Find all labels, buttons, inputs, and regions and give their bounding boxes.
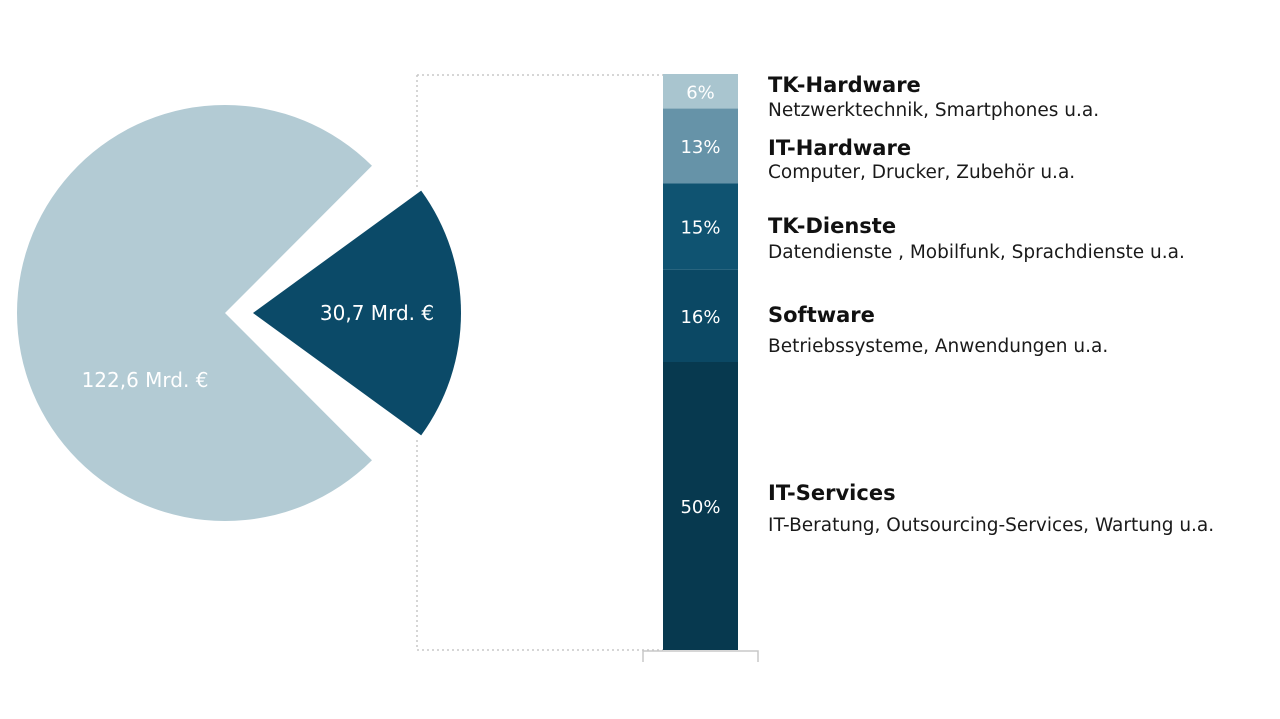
category-subtitle: Betriebssysteme, Anwendungen u.a. — [768, 336, 1108, 357]
connector-lines — [416, 74, 759, 662]
category-title: TK-Hardware — [768, 73, 921, 97]
bar-segment-percent: 16% — [680, 307, 720, 328]
bar-segment — [663, 108, 738, 184]
bar-segment — [663, 183, 738, 270]
stacked-bar: 6% 13% 15% 16% 50% — [663, 74, 738, 650]
bar-segment-percent: 6% — [686, 82, 715, 103]
pie-slice-small — [253, 190, 462, 436]
pie-chart: 122,6 Mrd. € 30,7 Mrd. € — [17, 104, 462, 521]
bar-segment-percent: 13% — [680, 137, 720, 158]
bar-segment-percent: 50% — [680, 497, 720, 518]
bar-bracket — [642, 650, 759, 662]
category-labels: TK-Hardware Netzwerktechnik, Smartphones … — [768, 73, 1214, 536]
category-subtitle: Netzwerktechnik, Smartphones u.a. — [768, 100, 1099, 121]
bar-segment-percent: 15% — [680, 218, 720, 239]
pie-slice-large — [17, 104, 372, 521]
bar-segment — [663, 362, 738, 650]
category-title: IT-Hardware — [768, 136, 911, 160]
bar-segment — [663, 269, 738, 362]
pie-label-small: 30,7 Mrd. € — [320, 301, 434, 325]
bar-segment — [663, 74, 738, 109]
category-title: Software — [768, 303, 875, 327]
category-subtitle: IT-Beratung, Outsourcing-Services, Wartu… — [768, 515, 1214, 536]
category-title: IT-Services — [768, 481, 896, 505]
category-subtitle: Computer, Drucker, Zubehör u.a. — [768, 162, 1075, 183]
category-subtitle: Datendienste , Mobilfunk, Sprachdienste … — [768, 242, 1185, 263]
category-title: TK-Dienste — [768, 214, 896, 238]
pie-label-large: 122,6 Mrd. € — [82, 368, 209, 392]
